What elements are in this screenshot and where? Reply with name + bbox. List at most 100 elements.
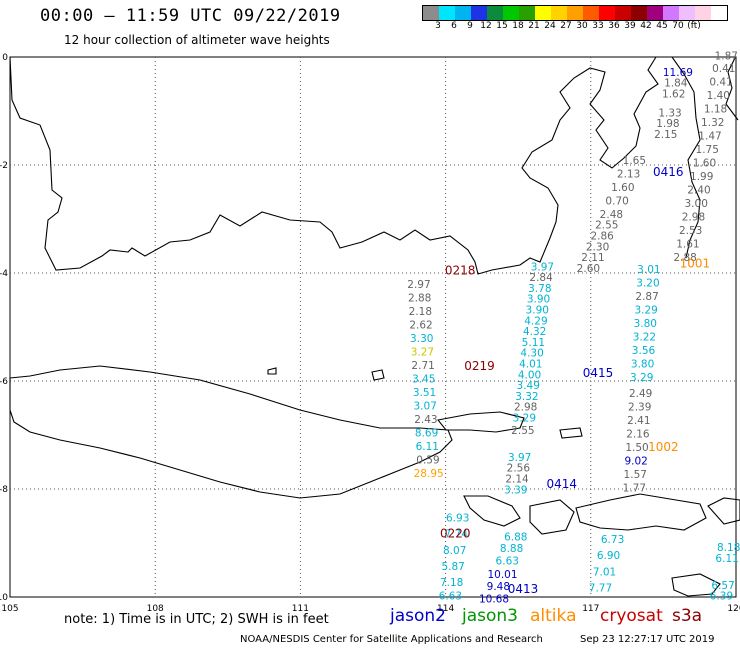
wave-height-value: 1.47 xyxy=(698,131,721,143)
pass-number-label: 0415 xyxy=(583,366,614,380)
wave-height-value: 3.20 xyxy=(636,278,659,290)
scale-label: 70 xyxy=(672,21,684,31)
wave-height-value: 5.11 xyxy=(522,337,545,349)
wave-height-value: 2.40 xyxy=(687,185,710,197)
legend-jason2: jason2 xyxy=(390,606,446,626)
coastline-bali xyxy=(463,495,521,527)
wave-height-value: 2.98 xyxy=(514,402,537,414)
wave-height-value: 2.71 xyxy=(411,360,434,372)
lat-tick-label: -2 xyxy=(0,161,8,171)
wave-height-value: 2.55 xyxy=(595,220,618,232)
wave-height-value: 3.51 xyxy=(413,387,436,399)
scale-label: 21 xyxy=(528,21,540,31)
coastline-sumbawa xyxy=(575,493,707,531)
wave-height-value: 2.88 xyxy=(408,293,431,305)
lon-tick-label: 114 xyxy=(437,604,454,614)
wave-height-value: 1.65 xyxy=(623,155,646,167)
credit-line: NOAA/NESDIS Center for Satellite Applica… xyxy=(240,634,543,645)
wave-height-value: 3.56 xyxy=(632,345,656,357)
wave-height-value: 2.30 xyxy=(586,241,609,253)
wave-height-value: 2.88 xyxy=(673,252,696,264)
wave-height-value: 1.75 xyxy=(696,144,719,156)
scale-swatch xyxy=(503,6,519,20)
lat-tick-label: 0 xyxy=(2,53,8,63)
wave-height-value: 3.90 xyxy=(527,294,550,306)
wave-height-value: 0.41 xyxy=(709,77,732,89)
wave-height-value: 3.90 xyxy=(526,305,549,317)
lon-tick-label: 117 xyxy=(582,604,599,614)
wave-height-value: 6.63 xyxy=(496,556,519,568)
scale-label: 6 xyxy=(451,21,457,31)
scale-swatch xyxy=(455,6,471,20)
wave-height-value: 3.29 xyxy=(630,372,653,384)
axis-labels: 105 108 111 114 117 120 0 -2 -4 -6 -8 -10 xyxy=(0,53,740,614)
scale-label: (ft) xyxy=(687,21,701,31)
scale-swatch xyxy=(471,6,487,20)
scale-swatch xyxy=(647,6,663,20)
wave-height-value: 2.86 xyxy=(590,231,614,243)
wave-height-value: 3.80 xyxy=(631,359,654,371)
coastline-sumba xyxy=(671,573,721,597)
scale-swatch xyxy=(695,6,711,20)
wave-height-value: 3.00 xyxy=(685,198,708,210)
color-scale-bar xyxy=(422,5,728,21)
coastline-flores xyxy=(707,497,740,525)
wave-height-value: 6.39 xyxy=(710,591,733,603)
wave-height-value: 1.40 xyxy=(707,90,730,102)
coastline-borneo-east xyxy=(671,56,701,259)
scale-label: 33 xyxy=(592,21,604,31)
scale-swatch xyxy=(439,6,455,20)
scale-swatch xyxy=(583,6,599,20)
wave-height-value: 6.57 xyxy=(711,580,734,592)
wave-height-value: 2.98 xyxy=(682,212,705,224)
units-note: note: 1) Time is in UTC; 2) SWH is in fe… xyxy=(64,612,329,627)
wave-height-value: 2.49 xyxy=(629,388,652,400)
wave-height-value: 3.97 xyxy=(531,261,554,273)
wave-height-value: 3.97 xyxy=(508,452,531,464)
wave-height-value: 1.18 xyxy=(704,104,727,116)
wave-height-value: 6.73 xyxy=(601,534,624,546)
pass-number-label: 0218 xyxy=(445,264,476,278)
map-frame xyxy=(9,56,737,598)
wave-height-value: 3.29 xyxy=(513,413,536,425)
scale-label: 42 xyxy=(640,21,652,31)
lon-tick-label: 105 xyxy=(1,604,18,614)
wave-height-value: 2.55 xyxy=(511,425,534,437)
coastline-sulawesi xyxy=(725,57,739,121)
wave-height-value: 2.11 xyxy=(581,252,604,264)
wave-height-value: 0.59 xyxy=(416,455,439,467)
wave-height-value: 1.60 xyxy=(693,158,716,170)
wave-height-value: 1.84 xyxy=(664,78,688,90)
wave-height-value: 2.56 xyxy=(507,463,531,475)
scale-label: 24 xyxy=(544,21,556,31)
island-kangean xyxy=(559,427,583,439)
wave-height-value: 2.15 xyxy=(654,129,677,141)
scale-swatch xyxy=(663,6,679,20)
wave-height-value: 2.60 xyxy=(577,263,600,275)
lon-tick-label: 111 xyxy=(292,604,309,614)
legend-cryosat: cryosat xyxy=(600,606,663,626)
wave-height-value: 10.68 xyxy=(479,593,509,605)
coastline-madura xyxy=(436,411,525,433)
wave-height-value: 4.00 xyxy=(518,369,541,381)
pass-number-label: 1001 xyxy=(680,257,711,271)
wave-height-value: 8.07 xyxy=(443,545,466,557)
wave-height-value: 6.11 xyxy=(416,441,439,453)
lon-tick-label: 120 xyxy=(727,604,740,614)
scale-swatch xyxy=(567,6,583,20)
wave-height-value: 10.01 xyxy=(487,569,517,581)
scale-swatch xyxy=(551,6,567,20)
scale-label: 27 xyxy=(560,21,572,31)
generated-timestamp: Sep 23 12:27:17 UTC 2019 xyxy=(580,634,715,645)
wave-height-value: 28.95 xyxy=(414,468,444,480)
pass-number-label: 0413 xyxy=(508,582,539,596)
scale-swatch xyxy=(599,6,615,20)
scale-swatch xyxy=(519,6,535,20)
wave-height-value: 3.07 xyxy=(414,401,437,413)
island-bawean xyxy=(371,369,385,381)
wave-height-value: 1.33 xyxy=(658,107,681,119)
wave-height-value: 2.13 xyxy=(617,168,640,180)
coastline-borneo xyxy=(9,56,659,275)
wave-height-value: 6.63 xyxy=(439,591,462,603)
